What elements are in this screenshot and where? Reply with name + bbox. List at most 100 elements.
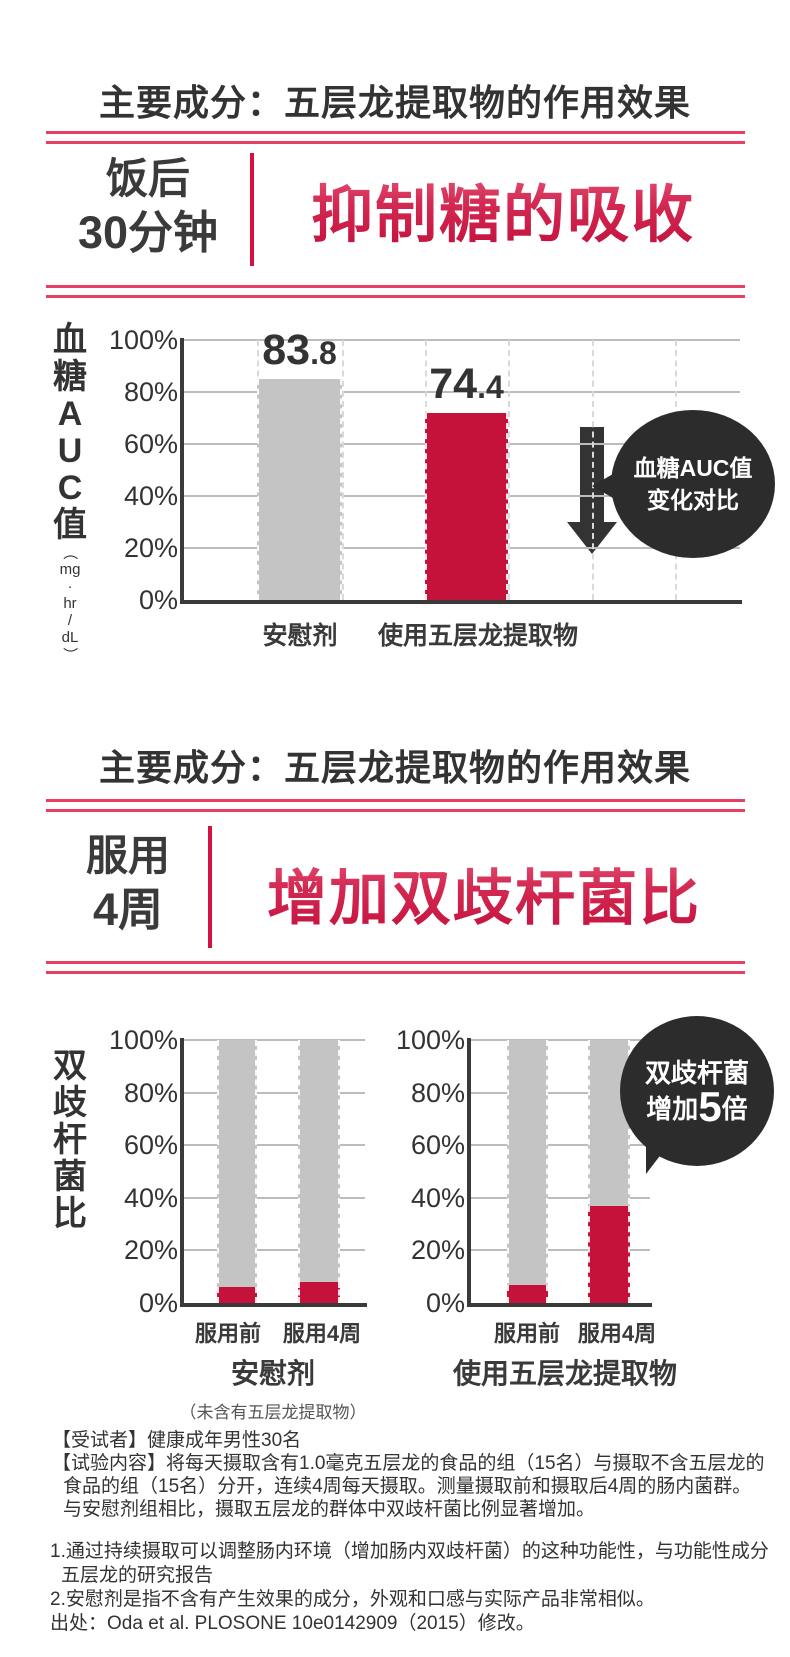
y-axis-label-char: 血 (53, 321, 87, 359)
gridline (183, 339, 740, 341)
reference-notes: 1.通过持续摄取可以调整肠内环境（增加肠内双歧杆菌）的这种功能性，与功能性成分五… (50, 1540, 769, 1636)
section2-title: 主要成分：五层龙提取物的作用效果 (98, 747, 691, 788)
chart1-y-axis-label: 血糖 A U C 值（mg · hr / dL） (44, 322, 96, 663)
gridline (470, 1196, 650, 1199)
y-axis (180, 1038, 184, 1307)
section2-bottom-divider (46, 961, 745, 974)
gridline (470, 1039, 650, 1041)
x-axis (180, 1303, 367, 1307)
stacked-bar-other (298, 1040, 340, 1303)
panel-label: 使用五层龙提取物 (452, 1358, 678, 1389)
stacked-bar-bifidobacteria (217, 1287, 257, 1303)
auc-comparison-callout: 血糖AUC值 变化对比 (611, 410, 775, 558)
chart2-y-axis-label: 双歧杆菌比 (44, 1048, 96, 1233)
panel-label: 安慰剂 (230, 1358, 316, 1389)
gridline (470, 1249, 650, 1252)
y-axis-label-char: 歧 (53, 1084, 87, 1122)
timing-line1: 饭后 (105, 155, 190, 202)
gridline (470, 1144, 650, 1147)
y-tick-label: 20% (123, 1235, 178, 1266)
y-axis-label-char: 菌 (53, 1158, 87, 1196)
timing-line2: 4周 (92, 884, 164, 935)
x-category-label: 服用前 (194, 1321, 262, 1346)
stacked-bar-bifidobacteria (507, 1284, 548, 1303)
y-axis-label-char: 值 (53, 506, 87, 544)
callout-line1: 双歧杆菌 (644, 1058, 749, 1088)
y-axis-label-char: 糖 (53, 358, 87, 396)
timing-line1: 服用 (85, 832, 170, 879)
section1-timing-label: 饭后 30分钟 (50, 153, 246, 261)
gridline (183, 1249, 365, 1252)
gridline (183, 1196, 365, 1199)
y-tick-label: 60% (123, 429, 178, 459)
y-tick-label: 40% (123, 481, 178, 511)
gridline (183, 391, 740, 393)
value-label: 74.4 (429, 359, 504, 408)
footnote-line: 食品的组（15名）分开，连续4周每天摄取。测量摄取前和摄取后4周的肠内菌群。 (63, 1476, 752, 1497)
section2-top-divider (46, 799, 745, 812)
y-axis-unit-token: / (67, 612, 73, 629)
stacked-bar-other (217, 1040, 257, 1303)
banner-vertical-divider (250, 153, 254, 266)
y-axis-unit-token: hr (63, 595, 77, 612)
footnote-line: 五层龙的研究报告 (61, 1565, 214, 1586)
y-tick-label: 0% (138, 585, 178, 615)
footnote-line: 【受试者】健康成年男性30名 (52, 1430, 302, 1451)
timing-line2: 30分钟 (77, 207, 219, 258)
callout-line1: 血糖AUC值 (633, 455, 753, 481)
x-category-label: 服用4周 (282, 1321, 362, 1346)
y-axis-label-char: A (57, 395, 83, 433)
y-tick-label: 100% (395, 1025, 465, 1055)
x-category-label: 服用前 (493, 1321, 561, 1346)
section2-headline: 增加双歧杆菌比 (222, 838, 746, 948)
y-axis-unit-token: ） (61, 646, 79, 663)
panel-sublabel: （未含有五层龙提取物） (179, 1403, 367, 1422)
x-axis (467, 1303, 652, 1307)
y-axis-label-char: 杆 (53, 1121, 87, 1159)
study-notes: 【受试者】健康成年男性30名 【试验内容】将每天摄取含有1.0毫克五层龙的食品的组… (52, 1429, 765, 1521)
x-category-label: 服用4周 (577, 1321, 657, 1346)
callout-line2: 变化对比 (647, 487, 739, 513)
y-tick-label: 20% (123, 533, 178, 563)
y-axis-label-char: 双 (53, 1047, 87, 1085)
y-tick-label: 60% (410, 1130, 465, 1161)
value-label: 83.8 (262, 326, 337, 374)
y-tick-label: 0% (425, 1288, 465, 1318)
stacked-bar-bifidobacteria (298, 1281, 340, 1303)
y-tick-label: 100% (108, 325, 178, 355)
y-tick-label: 80% (123, 1077, 178, 1108)
section1-headline: 抑制糖的吸收 (260, 158, 746, 260)
footnote-line: 1.通过持续摄取可以调整肠内环境（增加肠内双歧杆菌）的这种功能性，与功能性成分 (50, 1541, 769, 1562)
gridline (183, 1091, 365, 1094)
x-axis (180, 600, 742, 604)
y-tick-label: 0% (138, 1288, 178, 1318)
gridline (183, 1144, 365, 1147)
y-tick-label: 20% (410, 1235, 465, 1266)
bifidobacteria-increase-callout: 双歧杆菌 增加5倍 (620, 1016, 774, 1166)
section1-top-divider (46, 131, 745, 144)
y-axis (180, 338, 184, 604)
stacked-bar-other (507, 1040, 548, 1303)
gridline (183, 1039, 365, 1041)
y-tick-label: 80% (123, 377, 178, 407)
y-axis-unit-token: · (67, 578, 73, 595)
footnote-line: 2.安慰剂是指不含有产生效果的成分，外观和口感与实际产品非常相似。 (50, 1589, 655, 1610)
banner-vertical-divider (208, 826, 212, 948)
footnote-line: 出处：Oda et al. PLOSONE 10e0142909（2015）修改… (50, 1613, 535, 1634)
x-category-label: 使用五层龙提取物 (377, 622, 579, 650)
y-axis-label-char: C (57, 469, 83, 507)
section1-title: 主要成分：五层龙提取物的作用效果 (98, 82, 691, 123)
gridline (470, 1091, 650, 1094)
guide-line (508, 340, 510, 600)
bar (257, 379, 342, 600)
section1-bottom-divider (46, 285, 745, 298)
guide-line (342, 340, 344, 600)
footnote-line: 【试验内容】将每天摄取含有1.0毫克五层龙的食品的组（15名）与摄取不含五层龙的 (52, 1453, 765, 1474)
x-category-label: 安慰剂 (262, 622, 338, 650)
y-axis-label-char: 比 (53, 1195, 87, 1233)
y-tick-label: 80% (410, 1077, 465, 1108)
y-tick-label: 100% (108, 1025, 178, 1055)
y-axis-label-char: U (57, 432, 83, 470)
footnote-line: 与安慰剂组相比，摄取五层龙的群体中双歧杆菌比例显著增加。 (63, 1499, 596, 1520)
